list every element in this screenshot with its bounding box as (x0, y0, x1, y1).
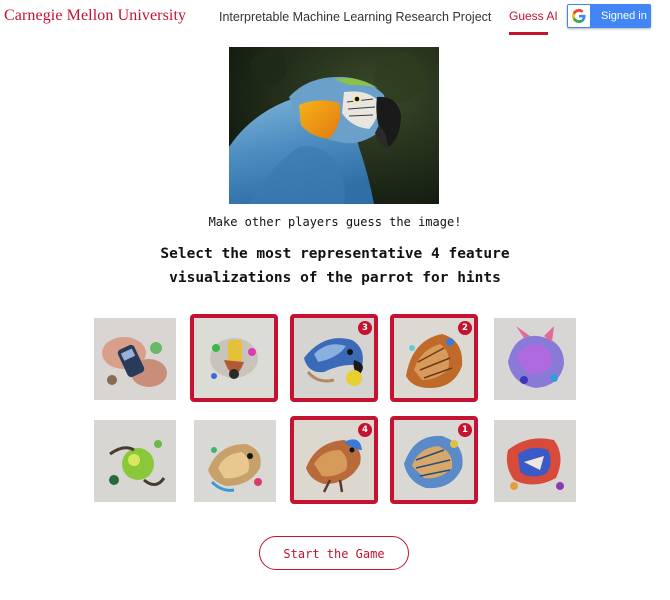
instruction-select: Select the most representative 4 feature… (0, 242, 670, 290)
feature-tile[interactable] (494, 318, 576, 400)
instruction-select-line-1: Select the most representative 4 feature (160, 246, 510, 262)
feature-tile-selected[interactable] (190, 314, 278, 402)
feature-visualization-7 (194, 420, 276, 502)
google-logo-box (568, 5, 590, 27)
feature-visualization-10 (494, 420, 576, 502)
google-signin-button[interactable]: Signed in (567, 4, 651, 28)
selection-order-badge: 2 (458, 321, 472, 335)
selection-order-badge: 1 (458, 423, 472, 437)
nav-active-indicator (509, 32, 548, 35)
nav-guess-ai[interactable]: Guess AI (509, 9, 558, 23)
university-logo-text[interactable]: Carnegie Mellon University (4, 7, 187, 24)
selection-order-badge: 3 (358, 321, 372, 335)
target-parrot-image (229, 47, 439, 204)
feature-tile[interactable] (94, 318, 176, 400)
feature-tile[interactable] (94, 420, 176, 502)
selection-order-badge: 4 (358, 423, 372, 437)
instruction-guess: Make other players guess the image! (208, 215, 462, 229)
feature-visualization-1 (94, 318, 176, 400)
feature-tile[interactable] (494, 420, 576, 502)
feature-visualization-5 (494, 318, 576, 400)
signin-label: Signed in (601, 10, 647, 22)
feature-visualization-2 (194, 318, 274, 398)
instruction-select-line-2: visualizations of the parrot for hints (169, 270, 501, 286)
project-title: Interpretable Machine Learning Research … (219, 10, 492, 24)
google-g-icon (572, 9, 586, 23)
start-game-button[interactable]: Start the Game (259, 536, 409, 570)
top-header: Carnegie Mellon University Interpretable… (0, 0, 670, 40)
feature-tile[interactable] (194, 420, 276, 502)
feature-visualization-6 (94, 420, 176, 502)
feature-tile-selected[interactable] (390, 314, 478, 402)
feature-visualization-4 (394, 318, 474, 398)
